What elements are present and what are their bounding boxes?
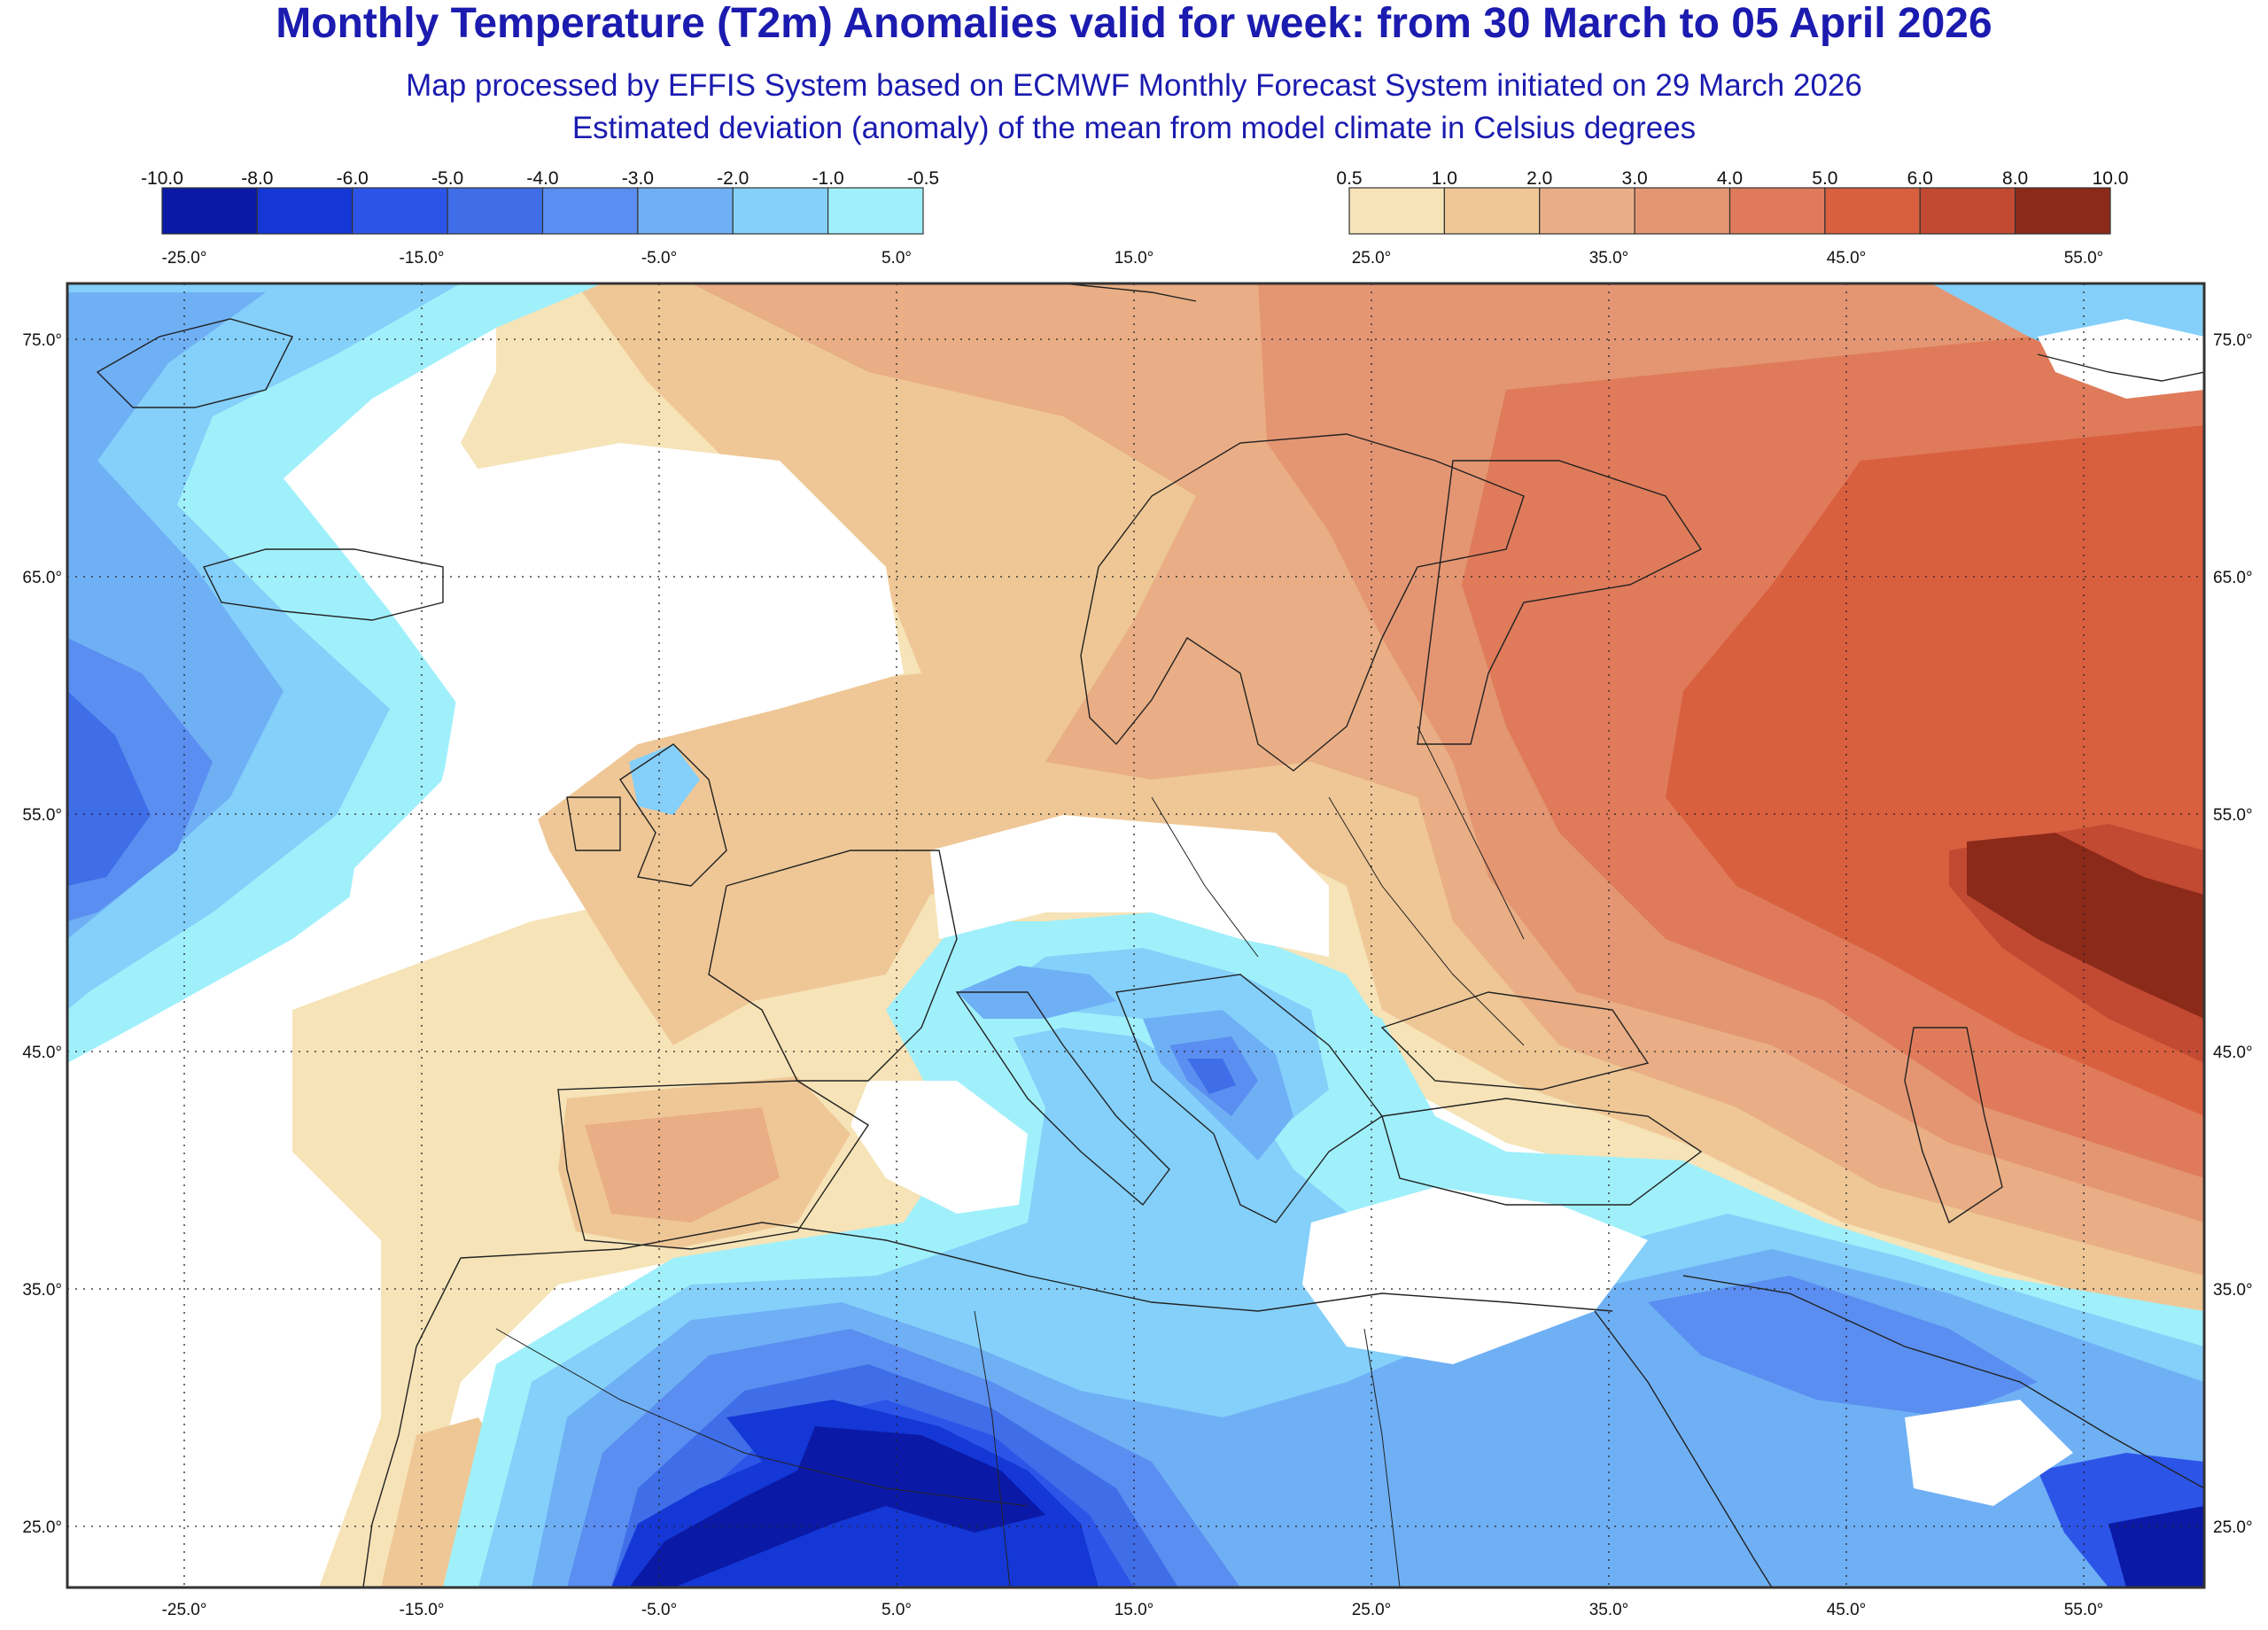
cold-colorbar-swatch-1 xyxy=(256,187,353,235)
cold-colorbar-swatch-3 xyxy=(447,187,544,235)
longitude-label: -15.0° xyxy=(400,249,445,268)
warm-region-2p0-iberia xyxy=(585,1107,780,1222)
warm-colorbar-swatch-5 xyxy=(1824,187,1921,235)
latitude-label-right: 65.0° xyxy=(2213,569,2253,587)
cold-colorbar-tick-label: -10.0 xyxy=(141,168,183,189)
anomaly-map-panel xyxy=(67,283,2204,1587)
neutral-zone-arabia xyxy=(1905,1400,2073,1506)
map-frame xyxy=(66,282,2206,1589)
cold-anomaly-colorbar: -10.0 -8.0 -6.0 -5.0 -4.0 -3.0 -2.0 -1.0 -0.5 xyxy=(141,168,939,235)
longitude-label: 15.0° xyxy=(1115,1601,1154,1619)
longitude-label: 5.0° xyxy=(882,1601,912,1619)
cold-colorbar-tick-label: -8.0 xyxy=(241,168,273,189)
longitude-label: 45.0° xyxy=(1827,249,1867,268)
graticule-layer xyxy=(67,283,2204,1587)
cold-region-balkans-4p0 xyxy=(1187,1059,1236,1094)
longitude-label: -25.0° xyxy=(162,249,207,268)
cold-colorbar-tick-label: -0.5 xyxy=(907,168,939,189)
latitude-label-right: 75.0° xyxy=(2213,331,2253,350)
neutral-zone-north-atlantic xyxy=(337,443,904,974)
neutral-zone-east-med xyxy=(1302,1187,1648,1364)
longitude-label: 5.0° xyxy=(882,249,912,268)
cold-region-south-8p0 xyxy=(629,1426,1045,1587)
warm-colorbar-tick-label: 8.0 xyxy=(2002,168,2028,189)
latitude-label-left: 35.0° xyxy=(22,1281,62,1300)
cold-colorbar-swatch-0 xyxy=(161,187,258,235)
warm-colorbar-tick-label: 0.5 xyxy=(1336,168,1362,189)
cold-colorbar-swatch-5 xyxy=(637,187,734,235)
cold-region-alps-2p0 xyxy=(957,966,1116,1019)
latitude-label-left: 25.0° xyxy=(22,1518,62,1537)
coordinate-labels: -25.0° -25.0° -15.0° -15.0° -5.0° -5.0° 5.0° 5.… xyxy=(22,249,2252,1619)
warm-colorbar-swatch-7 xyxy=(2015,187,2111,235)
warm-colorbar-swatch-0 xyxy=(1348,187,1445,235)
map-subtitle-units: Estimated deviation (anomaly) of the mea… xyxy=(571,111,1697,145)
longitude-label: -5.0° xyxy=(641,249,677,268)
latitude-label-left: 65.0° xyxy=(22,569,62,587)
warm-colorbar-tick-label: 5.0 xyxy=(1812,168,1837,189)
longitude-label: 55.0° xyxy=(2064,1601,2104,1619)
cold-colorbar-swatch-2 xyxy=(352,187,448,235)
warm-colorbar-tick-label: 3.0 xyxy=(1622,168,1648,189)
cold-colorbar-tick-label: -4.0 xyxy=(526,168,558,189)
latitude-label-right: 55.0° xyxy=(2213,806,2253,825)
warm-colorbar-tick-label: 4.0 xyxy=(1717,168,1743,189)
latitude-label-right: 35.0° xyxy=(2213,1281,2253,1300)
map-subtitle-processing: Map processed by EFFIS System based on E… xyxy=(406,68,1862,103)
cold-colorbar-tick-label: -5.0 xyxy=(431,168,463,189)
warm-colorbar-swatch-2 xyxy=(1539,187,1635,235)
warm-region-8p0 xyxy=(1967,833,2204,1019)
latitude-label-right: 25.0° xyxy=(2213,1518,2253,1537)
longitude-label: -25.0° xyxy=(162,1601,207,1619)
warm-colorbar-tick-label: 6.0 xyxy=(1907,168,1933,189)
longitude-label: 45.0° xyxy=(1827,1601,1867,1619)
longitude-label: 15.0° xyxy=(1115,249,1154,268)
cold-colorbar-swatch-7 xyxy=(827,187,924,235)
cold-region-atlantic-4p0 xyxy=(67,691,151,886)
latitude-label-left: 75.0° xyxy=(22,331,62,350)
warm-colorbar-tick-label: 2.0 xyxy=(1526,168,1552,189)
cold-colorbar-tick-label: -1.0 xyxy=(812,168,844,189)
cold-colorbar-tick-label: -2.0 xyxy=(717,168,749,189)
neutral-zone-tyrrhenian xyxy=(850,1081,1028,1214)
longitude-label: -15.0° xyxy=(400,1601,445,1619)
longitude-label: 55.0° xyxy=(2064,249,2104,268)
latitude-label-right: 45.0° xyxy=(2213,1044,2253,1062)
longitude-label: 35.0° xyxy=(1589,1601,1629,1619)
cold-colorbar-tick-label: -6.0 xyxy=(337,168,369,189)
latitude-label-left: 55.0° xyxy=(22,806,62,825)
warm-colorbar-tick-label: 1.0 xyxy=(1432,168,1457,189)
map-title: Monthly Temperature (T2m) Anomalies vali… xyxy=(276,0,1992,47)
warm-anomaly-colorbar: 0.5 1.0 2.0 3.0 4.0 5.0 6.0 8.0 10.0 xyxy=(1336,168,2129,235)
neutral-zone-central-europe xyxy=(930,815,1329,957)
cold-colorbar-tick-label: -3.0 xyxy=(622,168,654,189)
warm-colorbar-swatch-1 xyxy=(1443,187,1541,235)
warm-colorbar-tick-label: 10.0 xyxy=(2093,168,2129,189)
cold-colorbar-swatch-4 xyxy=(541,187,639,235)
longitude-label: 35.0° xyxy=(1589,249,1629,268)
cold-colorbar-swatch-6 xyxy=(732,187,829,235)
warm-colorbar-swatch-3 xyxy=(1634,187,1731,235)
neutral-zone-arctic xyxy=(2038,319,2204,399)
latitude-label-left: 45.0° xyxy=(22,1044,62,1062)
warm-colorbar-swatch-4 xyxy=(1728,187,1826,235)
warm-colorbar-swatch-6 xyxy=(1919,187,2016,235)
longitude-label: 25.0° xyxy=(1352,249,1392,268)
longitude-label: 25.0° xyxy=(1352,1601,1392,1619)
longitude-label: -5.0° xyxy=(641,1601,677,1619)
cold-region-mideast-3p0 xyxy=(1648,1276,2038,1417)
